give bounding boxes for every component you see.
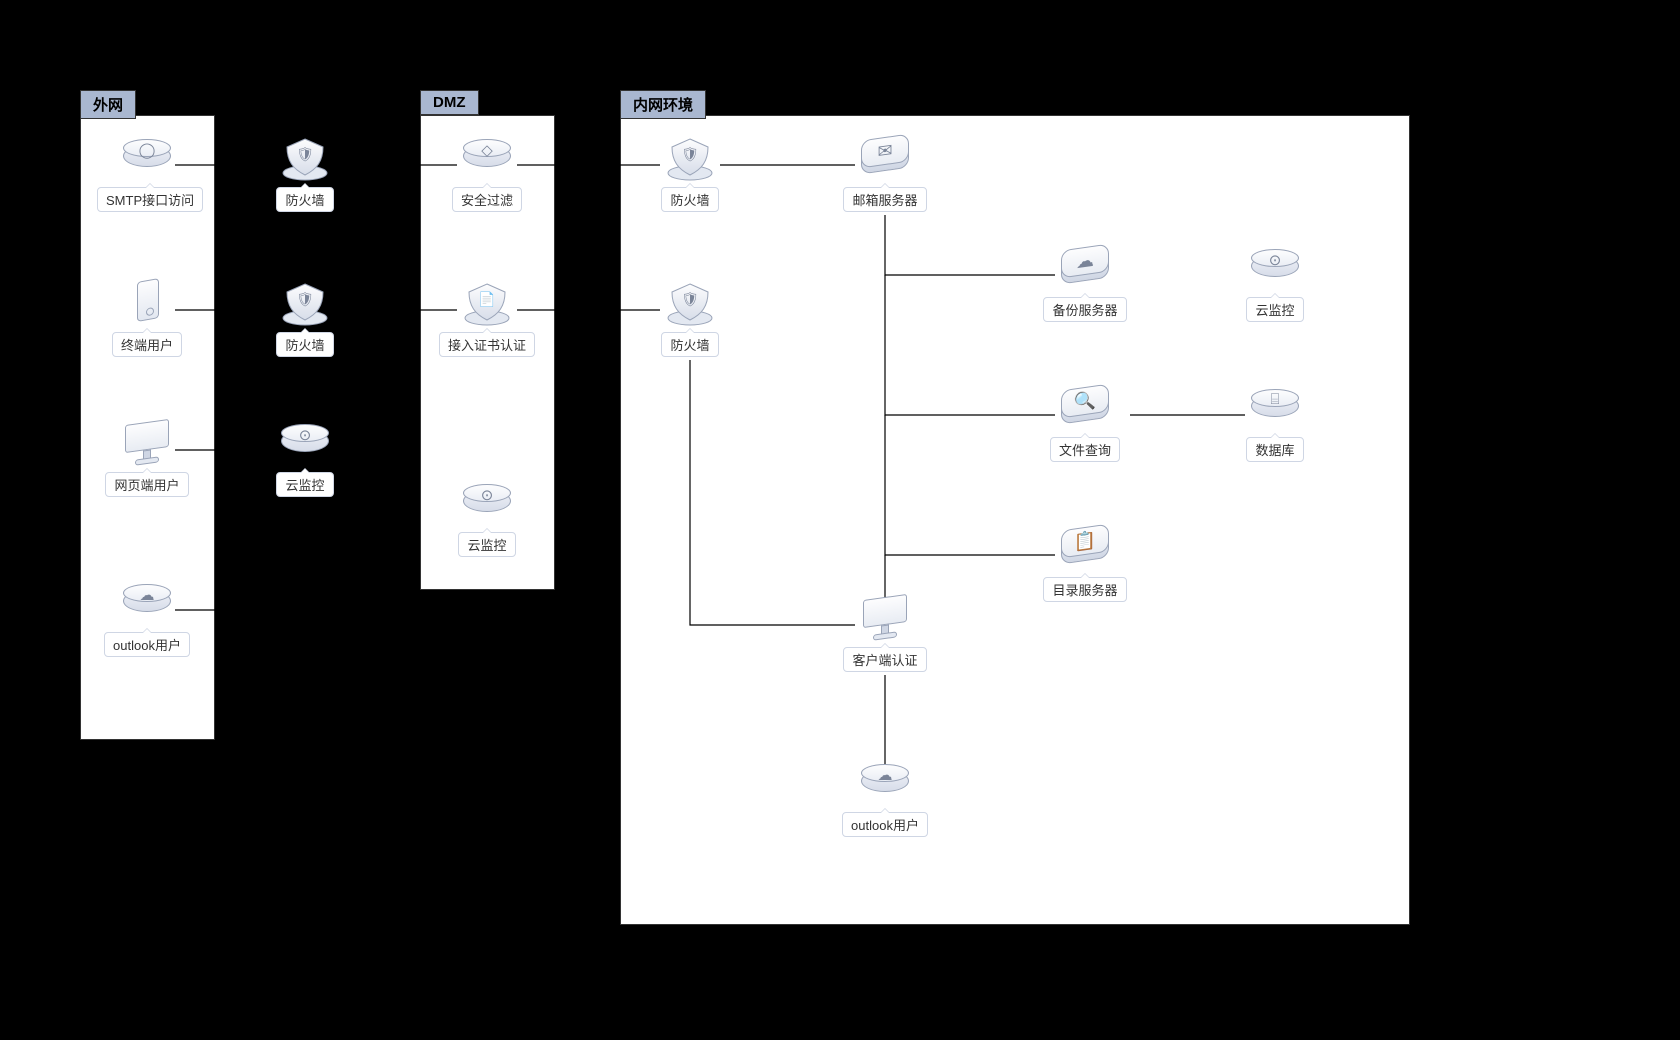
fw-ext-1-icon: 🛡 — [275, 135, 335, 183]
node-dir-srv: 📋 目录服务器 — [1035, 525, 1135, 602]
node-sec-filter: ◇ 安全过滤 — [437, 135, 537, 212]
fw-ext-2-label: 防火墙 — [276, 332, 333, 357]
smtp-label: SMTP接口访问 — [97, 187, 203, 212]
svg-text:📄: 📄 — [478, 291, 495, 308]
dir-srv-icon: 📋 — [1055, 525, 1115, 573]
outlook-int-icon: ☁ — [855, 760, 915, 808]
cert-auth-icon: 📄 — [457, 280, 517, 328]
node-fw-ext-2: 🛡 防火墙 — [255, 280, 355, 357]
node-outlook-ext: ☁ outlook用户 — [97, 580, 197, 657]
zone-ext-label: 外网 — [80, 90, 136, 119]
fw-ext-1-label: 防火墙 — [276, 187, 333, 212]
svg-text:🛡: 🛡 — [681, 291, 699, 307]
node-mail-srv: ✉ 邮箱服务器 — [835, 135, 935, 212]
node-web-user: 网页端用户 — [97, 420, 197, 497]
term-user-label: 终端用户 — [112, 332, 182, 357]
outlook-int-label: outlook用户 — [842, 812, 928, 837]
sec-filter-label: 安全过滤 — [452, 187, 522, 212]
fw-ext-2-icon: 🛡 — [275, 280, 335, 328]
client-auth-icon — [855, 595, 915, 643]
smtp-icon: ◯ — [117, 135, 177, 183]
outlook-ext-label: outlook用户 — [104, 632, 190, 657]
node-cert-auth: 📄 接入证书认证 — [437, 280, 537, 357]
cloud-mon-e-label: 云监控 — [276, 472, 333, 497]
outlook-ext-icon: ☁ — [117, 580, 177, 628]
zone-int-label: 内网环境 — [620, 90, 706, 119]
fw-int-2-icon: 🛡 — [660, 280, 720, 328]
node-file-query: 🔍 文件查询 — [1035, 385, 1135, 462]
database-icon: ⌸ — [1245, 385, 1305, 433]
node-database: ⌸ 数据库 — [1225, 385, 1325, 462]
cloud-mon-e-icon: ⊙ — [275, 420, 335, 468]
svg-text:🛡: 🛡 — [296, 291, 314, 307]
node-client-auth: 客户端认证 — [835, 595, 935, 672]
client-auth-label: 客户端认证 — [843, 647, 926, 672]
node-outlook-int: ☁ outlook用户 — [835, 760, 935, 837]
node-fw-ext-1: 🛡 防火墙 — [255, 135, 355, 212]
svg-text:🛡: 🛡 — [681, 146, 699, 162]
web-user-label: 网页端用户 — [105, 472, 188, 497]
file-query-icon: 🔍 — [1055, 385, 1115, 433]
mail-srv-label: 邮箱服务器 — [843, 187, 926, 212]
mail-srv-icon: ✉ — [855, 135, 915, 183]
dir-srv-label: 目录服务器 — [1043, 577, 1126, 602]
node-term-user: 终端用户 — [97, 280, 197, 357]
file-query-label: 文件查询 — [1050, 437, 1120, 462]
fw-int-2-label: 防火墙 — [661, 332, 718, 357]
term-user-icon — [117, 280, 177, 328]
svg-text:🛡: 🛡 — [296, 146, 314, 162]
node-cloud-mon-i: ⊙ 云监控 — [1225, 245, 1325, 322]
database-label: 数据库 — [1246, 437, 1303, 462]
web-user-icon — [117, 420, 177, 468]
zone-int: 内网环境 — [620, 115, 1410, 925]
sec-filter-icon: ◇ — [457, 135, 517, 183]
fw-int-1-label: 防火墙 — [661, 187, 718, 212]
node-backup-srv: ☁ 备份服务器 — [1035, 245, 1135, 322]
cert-auth-label: 接入证书认证 — [439, 332, 535, 357]
fw-int-1-icon: 🛡 — [660, 135, 720, 183]
node-cloud-mon-d: ⊙ 云监控 — [437, 480, 537, 557]
node-fw-int-1: 🛡 防火墙 — [640, 135, 740, 212]
node-smtp: ◯ SMTP接口访问 — [97, 135, 197, 212]
cloud-mon-d-icon: ⊙ — [457, 480, 517, 528]
zone-dmz-label: DMZ — [420, 90, 479, 115]
backup-srv-icon: ☁ — [1055, 245, 1115, 293]
cloud-mon-i-label: 云监控 — [1246, 297, 1303, 322]
node-fw-int-2: 🛡 防火墙 — [640, 280, 740, 357]
cloud-mon-d-label: 云监控 — [458, 532, 515, 557]
node-cloud-mon-e: ⊙ 云监控 — [255, 420, 355, 497]
cloud-mon-i-icon: ⊙ — [1245, 245, 1305, 293]
backup-srv-label: 备份服务器 — [1043, 297, 1126, 322]
